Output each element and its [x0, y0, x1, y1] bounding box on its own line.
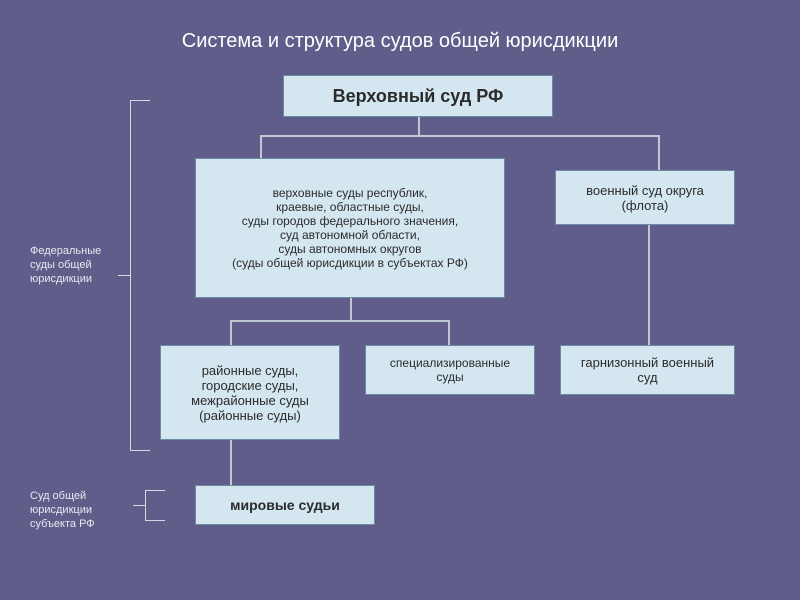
bracket: [133, 505, 145, 506]
bracket: [130, 100, 150, 101]
node-regional-courts: верховные суды республик, краевые, облас…: [195, 158, 505, 298]
bracket: [130, 450, 150, 451]
connector: [448, 320, 450, 345]
connector: [658, 135, 660, 170]
page-title: Система и структура судов общей юрисдикц…: [0, 30, 800, 53]
connector: [418, 117, 420, 135]
connector: [230, 320, 450, 322]
connector: [230, 320, 232, 345]
bracket: [118, 275, 130, 276]
bracket: [145, 490, 165, 491]
node-magistrate: мировые судьи: [195, 485, 375, 525]
bracket: [145, 490, 146, 520]
bracket: [130, 100, 131, 450]
connector: [230, 440, 232, 485]
connector: [260, 135, 660, 137]
node-specialized-courts: специализированные суды: [365, 345, 535, 395]
connector: [648, 225, 650, 345]
node-label: гарнизонный военный суд: [571, 355, 724, 385]
node-label: районные суды, городские суды, межрайонн…: [191, 363, 309, 423]
side-label-federal: Федеральные суды общей юрисдикции: [30, 245, 120, 286]
side-label-subject: Суд общей юрисдикции субъекта РФ: [30, 490, 120, 531]
bracket: [145, 520, 165, 521]
node-military-district: военный суд округа (флота): [555, 170, 735, 225]
node-label: специализированные суды: [376, 356, 524, 384]
node-district-courts: районные суды, городские суды, межрайонн…: [160, 345, 340, 440]
connector: [350, 298, 352, 320]
node-label: военный суд округа (флота): [566, 183, 724, 213]
node-supreme-court: Верховный суд РФ: [283, 75, 553, 117]
node-garrison-court: гарнизонный военный суд: [560, 345, 735, 395]
node-label: верховные суды республик, краевые, облас…: [232, 186, 468, 270]
connector: [260, 135, 262, 158]
node-label: Верховный суд РФ: [333, 86, 504, 107]
node-label: мировые судьи: [230, 497, 340, 513]
